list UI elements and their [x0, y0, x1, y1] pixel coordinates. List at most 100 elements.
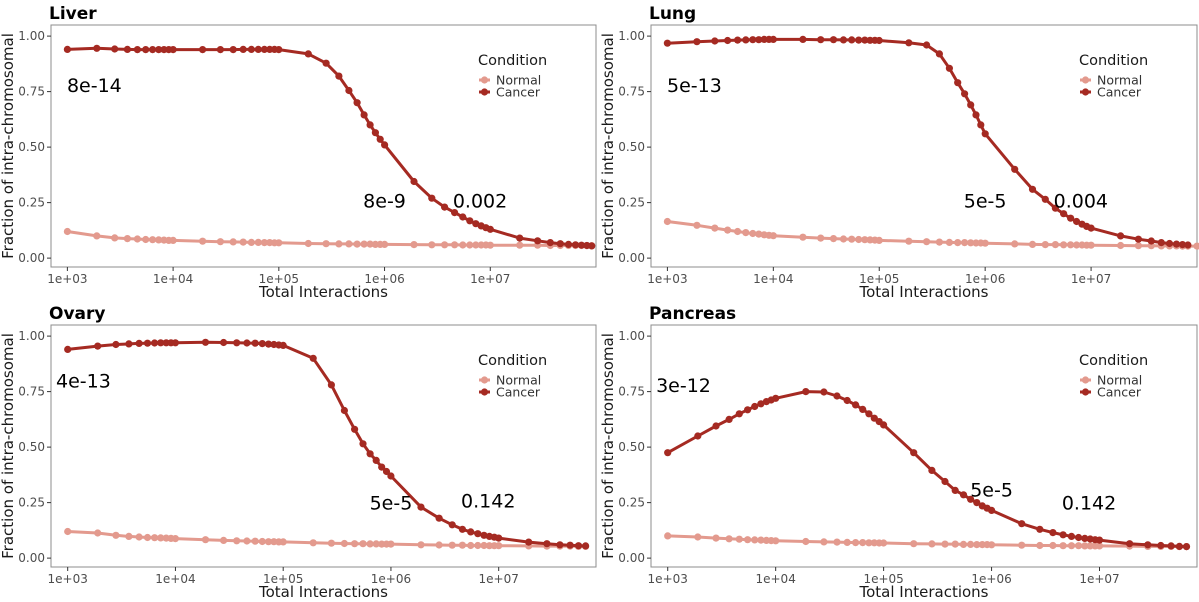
- data-point: [910, 449, 918, 457]
- data-point: [905, 39, 913, 47]
- x-tick-label: 1e+04: [755, 572, 795, 586]
- data-point: [63, 45, 71, 54]
- data-point: [967, 495, 975, 503]
- data-point: [458, 525, 466, 533]
- data-point: [304, 239, 312, 248]
- data-point: [772, 537, 780, 545]
- data-point: [157, 534, 165, 542]
- y-tick-label: 0.50: [18, 140, 45, 154]
- data-point: [935, 50, 944, 58]
- y-tick-label: 0.25: [18, 496, 45, 510]
- data-point: [855, 235, 863, 244]
- data-point: [155, 236, 163, 244]
- data-point: [466, 217, 474, 225]
- data-point: [734, 227, 742, 236]
- data-point: [945, 238, 954, 246]
- data-point: [848, 235, 856, 243]
- data-point: [220, 536, 228, 545]
- data-point: [928, 466, 936, 474]
- data-point: [1060, 210, 1068, 218]
- data-point: [772, 394, 780, 402]
- data-point: [564, 240, 573, 248]
- data-point: [923, 41, 931, 49]
- data-point: [820, 538, 828, 546]
- data-point: [322, 240, 330, 248]
- data-point: [664, 532, 672, 540]
- data-point: [951, 486, 959, 494]
- data-point: [977, 121, 985, 129]
- data-point: [260, 45, 268, 54]
- data-point: [1075, 542, 1083, 550]
- data-point: [1087, 224, 1095, 232]
- data-point: [1134, 242, 1142, 250]
- data-point: [448, 521, 456, 529]
- p-value-annotation: 8e-9: [363, 190, 406, 212]
- data-point: [1167, 542, 1175, 550]
- data-point: [1059, 542, 1067, 550]
- y-tick-label: 0.00: [618, 551, 645, 565]
- data-point: [123, 45, 131, 54]
- x-tick-label: 1e+05: [859, 272, 899, 286]
- x-tick-label: 1e+03: [647, 272, 687, 286]
- data-point: [693, 221, 701, 229]
- data-point: [1117, 241, 1125, 250]
- data-point: [582, 542, 590, 550]
- data-point: [93, 232, 101, 240]
- data-point: [973, 541, 981, 549]
- data-point: [327, 381, 335, 389]
- data-point: [749, 229, 757, 238]
- p-value-annotation: 3e-12: [656, 375, 711, 397]
- data-point: [201, 338, 210, 346]
- panel-title: Lung: [649, 4, 696, 24]
- data-point: [1011, 240, 1019, 248]
- series-cancer: [64, 338, 590, 550]
- data-point: [125, 340, 133, 348]
- legend-swatch-point: [1081, 376, 1090, 384]
- data-point: [1095, 542, 1104, 550]
- data-point: [941, 540, 949, 548]
- data-point: [757, 400, 765, 408]
- x-tick-label: 1e+04: [155, 572, 195, 586]
- plot-area: [650, 324, 1198, 568]
- data-point: [802, 537, 810, 546]
- data-point: [340, 539, 348, 548]
- data-point: [725, 535, 733, 543]
- data-point: [817, 36, 825, 44]
- data-point: [820, 388, 828, 396]
- data-point: [1144, 541, 1152, 549]
- data-point: [935, 238, 944, 246]
- data-point: [254, 45, 262, 54]
- data-point: [441, 241, 449, 249]
- data-point: [366, 450, 374, 458]
- data-point: [382, 467, 391, 476]
- data-point: [458, 541, 466, 549]
- y-tick-label: 0.50: [618, 440, 645, 454]
- y-tick-label: 0.25: [18, 196, 45, 210]
- data-point: [859, 405, 867, 413]
- data-point: [534, 237, 542, 245]
- data-point: [735, 535, 743, 543]
- data-point: [467, 541, 475, 550]
- data-point: [451, 209, 459, 217]
- data-point: [967, 101, 975, 109]
- data-point: [351, 540, 359, 548]
- data-point: [111, 234, 119, 242]
- data-point: [143, 339, 152, 347]
- data-point: [839, 235, 848, 243]
- data-point: [1059, 531, 1067, 539]
- data-point: [556, 240, 564, 248]
- data-point: [251, 537, 259, 545]
- y-axis-title: Fraction of intra-chromosomal: [599, 333, 617, 559]
- data-point: [981, 130, 989, 138]
- data-point: [988, 541, 996, 549]
- series-cancer: [63, 44, 596, 250]
- data-point: [220, 338, 228, 347]
- p-value-annotation: 0.002: [453, 190, 507, 212]
- data-point: [988, 506, 996, 514]
- data-point: [451, 241, 459, 249]
- x-tick-label: 1e+03: [47, 272, 87, 286]
- data-point: [744, 536, 752, 544]
- data-point: [474, 530, 482, 538]
- data-point: [480, 531, 488, 539]
- data-point: [243, 537, 251, 545]
